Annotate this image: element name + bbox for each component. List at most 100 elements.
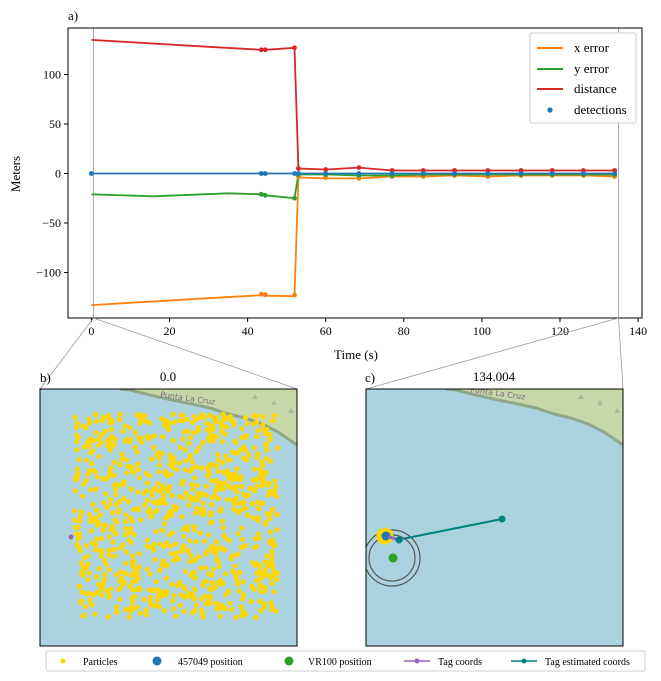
map-b: Punta La Cruz	[40, 389, 297, 646]
particle	[258, 607, 264, 614]
particle	[272, 478, 278, 484]
particle	[157, 567, 163, 573]
particle	[149, 488, 155, 495]
particle	[227, 457, 233, 463]
particle	[252, 466, 258, 472]
particle	[109, 523, 115, 530]
particle	[159, 487, 165, 493]
particle	[376, 535, 381, 541]
particle	[94, 474, 100, 480]
legend-bottom-frame	[45, 650, 646, 672]
particle	[235, 450, 241, 456]
particle	[115, 509, 121, 515]
particle	[213, 539, 220, 545]
point-detection	[549, 171, 555, 176]
particle	[202, 593, 208, 599]
particle	[234, 466, 240, 472]
particle	[255, 531, 261, 537]
particle	[88, 516, 94, 522]
particle	[269, 580, 275, 586]
particle	[75, 471, 81, 477]
particle	[159, 483, 165, 489]
particle	[119, 451, 125, 457]
particle	[267, 515, 273, 522]
particle	[83, 565, 89, 571]
particle	[192, 510, 198, 516]
particle	[109, 417, 115, 424]
particle	[188, 552, 194, 559]
particle	[198, 465, 205, 471]
particle	[209, 580, 215, 586]
particle	[235, 510, 241, 516]
particle	[87, 436, 93, 442]
particle	[214, 452, 221, 458]
particle	[123, 570, 129, 576]
particle	[136, 475, 142, 481]
particle	[117, 462, 123, 468]
particle	[72, 414, 78, 421]
particle	[261, 479, 267, 485]
particle	[141, 596, 147, 602]
particle	[73, 524, 79, 531]
particle	[203, 601, 209, 607]
particle	[250, 477, 256, 483]
particle	[130, 587, 136, 593]
point-y-error	[292, 195, 297, 201]
particle	[189, 459, 195, 465]
particle	[117, 596, 123, 603]
particle	[220, 525, 226, 531]
particle	[272, 412, 278, 418]
particle	[114, 609, 120, 616]
particle	[109, 433, 115, 439]
particle	[74, 466, 80, 472]
particle	[130, 579, 136, 585]
particle	[160, 492, 166, 498]
particle	[206, 467, 212, 474]
particle	[108, 465, 114, 471]
particle	[171, 592, 177, 599]
particle	[90, 501, 96, 507]
particle	[111, 459, 117, 465]
particle	[262, 431, 269, 437]
particle	[81, 612, 87, 618]
particle	[184, 523, 190, 529]
particle	[94, 589, 100, 596]
y-axis-label: Meters	[8, 156, 23, 192]
particle	[274, 527, 280, 533]
particle	[192, 575, 198, 581]
particle	[273, 483, 279, 489]
particle	[179, 514, 185, 520]
particle	[92, 411, 99, 417]
particle	[157, 541, 163, 547]
legend-457049-swatch	[152, 656, 162, 666]
point-y-error	[262, 192, 268, 198]
particle	[76, 457, 82, 463]
legend-vr100-label: VR100 position	[308, 657, 372, 668]
particle	[271, 541, 277, 547]
particle	[200, 500, 206, 506]
particle	[181, 533, 187, 539]
particle	[245, 492, 251, 498]
particle	[257, 598, 263, 604]
particle	[265, 482, 271, 488]
particle	[250, 515, 256, 521]
particle	[152, 556, 158, 563]
particle	[194, 505, 200, 511]
particle	[213, 550, 219, 557]
particle	[254, 499, 260, 505]
particle	[198, 565, 204, 571]
particle	[241, 455, 247, 461]
particle	[160, 434, 166, 440]
particle	[174, 467, 180, 473]
particle	[268, 458, 274, 464]
legend-particles-label: Particles	[83, 657, 118, 668]
particle	[235, 581, 241, 587]
particle	[75, 536, 81, 542]
particle	[226, 476, 232, 482]
particle	[144, 497, 150, 504]
particle	[248, 599, 254, 605]
particle	[231, 506, 237, 512]
particle	[135, 505, 142, 511]
particle	[120, 428, 126, 434]
particle	[249, 501, 255, 507]
